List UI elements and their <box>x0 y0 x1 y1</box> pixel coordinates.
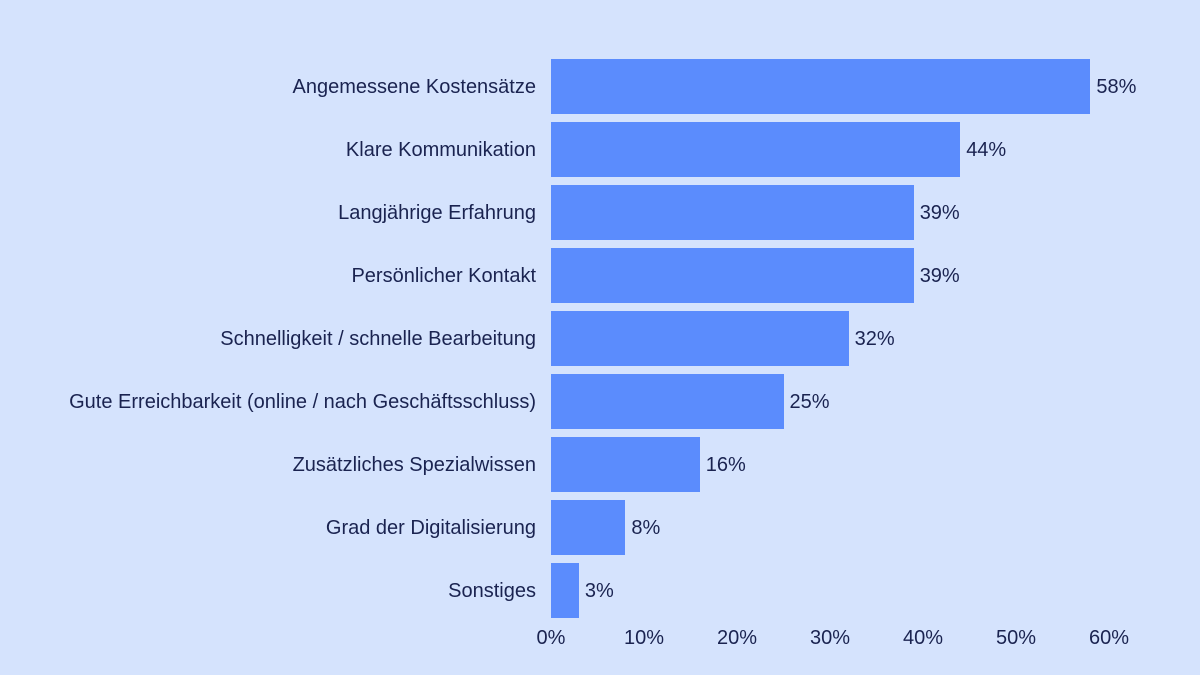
value-label: 16% <box>705 453 746 476</box>
value-label: 58% <box>1096 75 1137 98</box>
bar <box>551 185 914 240</box>
x-tick-label: 0% <box>536 627 566 649</box>
value-label: 39% <box>919 201 960 224</box>
bar <box>551 311 849 366</box>
bar <box>551 500 626 555</box>
x-tick-label: 10% <box>623 627 665 649</box>
category-label: Zusätzliches Spezialwissen <box>292 453 536 476</box>
value-label: 39% <box>919 264 960 287</box>
category-label: Klare Kommunikation <box>345 138 536 161</box>
x-tick-label: 30% <box>809 627 851 649</box>
category-label: Grad der Digitalisierung <box>325 516 536 539</box>
value-label: 3% <box>584 579 614 602</box>
x-tick-label: 40% <box>902 627 944 649</box>
bar <box>551 437 700 492</box>
value-label: 8% <box>631 516 661 539</box>
category-label: Angemessene Kostensätze <box>292 75 537 98</box>
x-tick-label: 60% <box>1088 627 1130 649</box>
category-label: Langjährige Erfahrung <box>338 201 536 224</box>
x-tick-label: 50% <box>995 627 1037 649</box>
bar <box>551 59 1091 114</box>
bar <box>551 248 914 303</box>
bar <box>551 122 961 177</box>
x-tick-label: 20% <box>716 627 758 649</box>
value-label: 32% <box>854 327 895 350</box>
category-label: Persönlicher Kontakt <box>351 264 536 287</box>
value-label: 25% <box>789 390 830 413</box>
category-label: Gute Erreichbarkeit (online / nach Gesch… <box>69 390 536 413</box>
bar <box>551 374 784 429</box>
category-label: Schnelligkeit / schnelle Bearbeitung <box>220 327 536 350</box>
value-label: 44% <box>966 138 1007 161</box>
bar <box>551 563 579 618</box>
category-label: Sonstiges <box>448 579 536 602</box>
